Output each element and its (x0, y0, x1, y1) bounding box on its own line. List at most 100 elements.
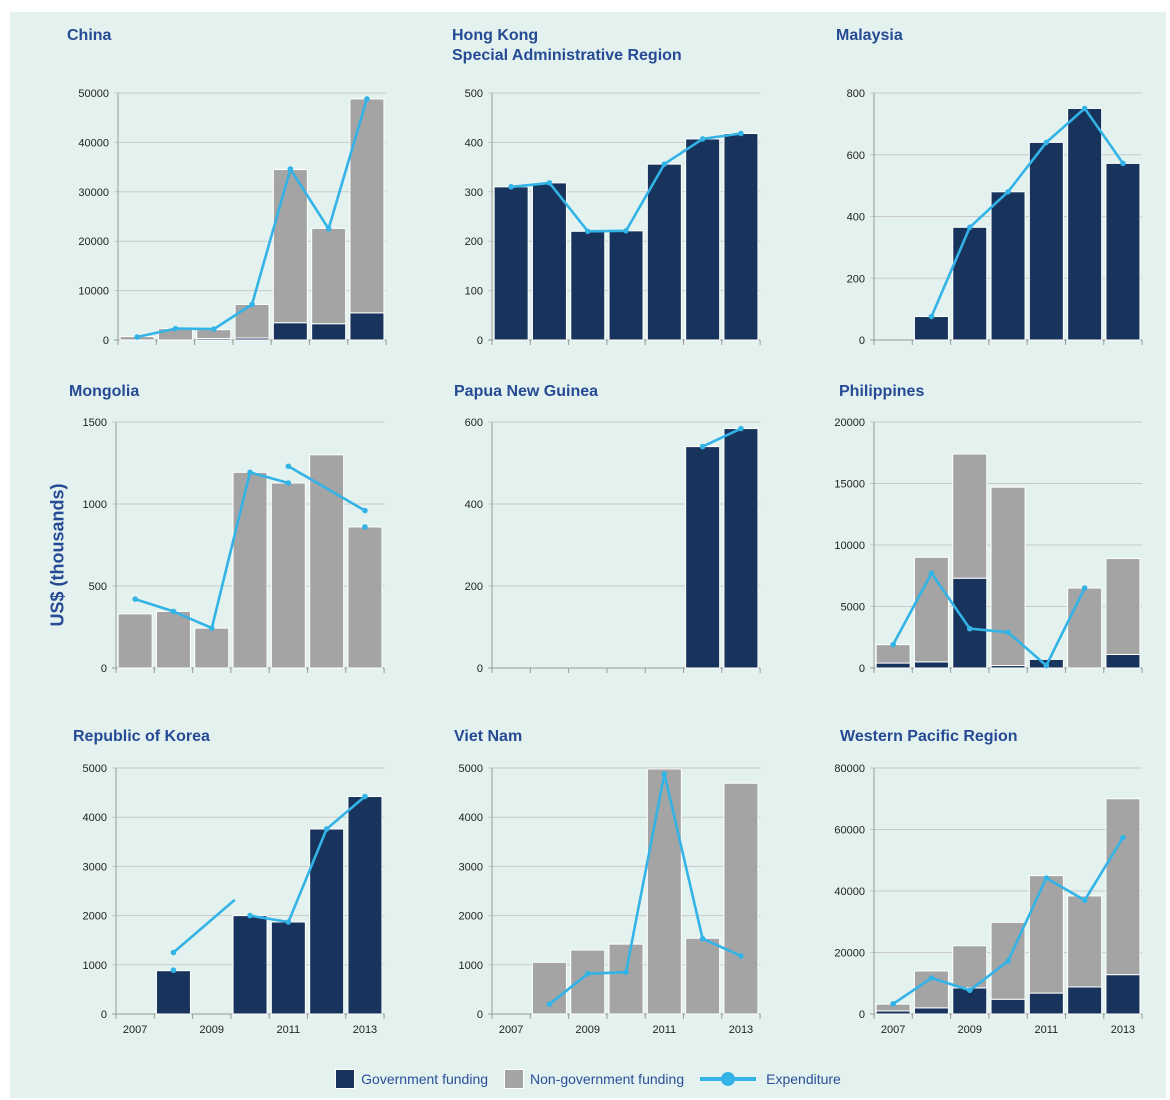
bar-non-government-2011 (1028, 875, 1064, 994)
bar-government-2012 (1067, 107, 1103, 341)
chart-hong-kong: 0 100 200 300 400 500 (465, 88, 761, 347)
panel-title-republic-of-korea: Republic of Korea (73, 728, 210, 745)
bar-non-government-2009 (194, 627, 230, 669)
bar-government-2007 (493, 186, 529, 341)
expenditure-line-segment (287, 465, 366, 512)
expenditure-point-2011 (285, 919, 292, 925)
legend-swatch-non-government (504, 1069, 525, 1089)
y-tick-label: 200 (465, 236, 483, 248)
y-tick-label: 400 (465, 137, 483, 149)
bar-non-government-2013 (1105, 798, 1141, 976)
bar-government-2008 (913, 1007, 949, 1015)
y-tick-label: 20000 (834, 417, 865, 429)
x-tick-label: 2013 (1111, 1024, 1135, 1036)
y-tick-label: 0 (859, 335, 865, 347)
legend-label-government: Government funding (361, 1071, 489, 1087)
expenditure-point-2013 (362, 524, 368, 530)
y-tick-label: 500 (465, 88, 483, 100)
x-tick-label: 2007 (499, 1024, 523, 1036)
bar-government-2010 (990, 191, 1026, 341)
bar-government-2011 (270, 921, 306, 1015)
y-tick-label: 1000 (83, 499, 107, 511)
expenditure-point-2012 (325, 226, 332, 232)
chart-malaysia: 0 200 400 600 800 (847, 88, 1143, 347)
bar-non-government-2013 (723, 782, 759, 1015)
expenditure-point-2010 (247, 912, 253, 919)
expenditure-point-2012 (699, 136, 706, 142)
expenditure-point-2008 (170, 949, 177, 956)
y-tick-label: 400 (847, 212, 865, 224)
expenditure-point-2009 (966, 625, 973, 632)
expenditure-point-2012 (1081, 897, 1088, 904)
expenditure-point-2009 (208, 625, 215, 631)
expenditure-point-2011 (1043, 875, 1050, 881)
y-tick-label: 1000 (459, 960, 483, 972)
x-tick-label: 2007 (881, 1024, 905, 1036)
y-tick-label: 200 (847, 273, 865, 285)
expenditure-point-2011 (1043, 662, 1050, 669)
bar-government-2012 (311, 323, 347, 341)
expenditure-point-2010 (1005, 958, 1011, 964)
expenditure-point-2010 (247, 469, 253, 476)
expenditure-point-2009 (966, 224, 973, 231)
expenditure-point-2008 (172, 325, 179, 332)
expenditure-point-2007 (132, 596, 138, 602)
expenditure-point-2009 (210, 326, 217, 332)
expenditure-point-2009 (584, 970, 591, 977)
expenditure-point-2011 (285, 463, 292, 470)
bar-government-2013 (1105, 653, 1141, 669)
y-tick-label: 2000 (83, 911, 107, 923)
y-tick-label: 40000 (834, 886, 865, 898)
legend-item-non-government: Non-government funding (504, 1069, 684, 1089)
bar-non-government-2012 (309, 454, 345, 669)
expenditure-line-segment (891, 571, 1086, 667)
panel-title-western-pacific-region: Western Pacific Region (840, 728, 1018, 745)
expenditure-point-2010 (249, 301, 255, 308)
bar-non-government-2007 (117, 613, 153, 669)
panel-title-mongolia: Mongolia (69, 383, 140, 400)
y-tick-label: 3000 (83, 861, 107, 873)
chart-viet-nam: 0 1000 2000 3000 4000 5000 2007 2009 2011 2013 (459, 763, 761, 1036)
y-tick-label: 0 (859, 663, 865, 675)
bar-non-government-2011 (270, 482, 306, 669)
expenditure-line-segment (702, 427, 742, 448)
y-tick-label: 1500 (83, 417, 107, 429)
bar-government-2009 (952, 577, 988, 669)
bar-non-government-2008 (155, 610, 191, 669)
y-tick-label: 20000 (834, 948, 865, 960)
y-tick-label: 500 (89, 581, 107, 593)
expenditure-point-2013 (1120, 160, 1126, 167)
bar-non-government-2012 (685, 937, 721, 1015)
expenditure-point-2007 (890, 1001, 896, 1007)
bar-government-2013 (1105, 974, 1141, 1015)
bar-government-2008 (913, 316, 949, 341)
legend-swatch-government (335, 1069, 356, 1089)
bar-government-2008 (913, 661, 949, 669)
x-tick-label: 2007 (123, 1024, 147, 1036)
y-tick-label: 15000 (834, 479, 865, 491)
y-tick-label: 10000 (78, 286, 109, 298)
expenditure-point-2012 (1081, 585, 1088, 591)
y-tick-label: 0 (101, 663, 107, 675)
bar-government-2013 (349, 312, 385, 341)
x-tick-label: 2009 (576, 1024, 600, 1036)
bar-government-2012 (685, 138, 721, 341)
expenditure-point-2008 (928, 975, 935, 981)
expenditure-point-2011 (287, 166, 294, 172)
x-tick-label: 2011 (277, 1024, 301, 1036)
expenditure-point-2012 (323, 826, 330, 832)
x-tick-label: 2011 (653, 1024, 677, 1036)
expenditure-point-2008 (928, 570, 935, 577)
expenditure-point-2007 (508, 184, 514, 190)
bar-government-2007 (875, 662, 911, 669)
panel-title-papua-new-guinea: Papua New Guinea (454, 383, 599, 400)
expenditure-line-segment (930, 107, 1125, 318)
y-tick-label: 10000 (834, 540, 865, 552)
chart-republic-of-korea: 0 1000 2000 3000 4000 5000 2007 2009 2011 2013 (83, 763, 385, 1036)
y-tick-label: 600 (465, 417, 483, 429)
expenditure-line-segment (172, 898, 236, 954)
bar-government-2011 (1028, 992, 1064, 1015)
bar-government-2011 (1028, 141, 1064, 341)
bar-non-government-2010 (234, 303, 270, 339)
y-tick-label: 5000 (459, 763, 483, 775)
